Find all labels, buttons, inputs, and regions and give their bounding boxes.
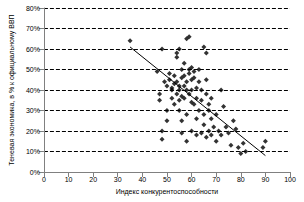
- svg-text:10: 10: [65, 176, 73, 183]
- svg-text:50%: 50%: [26, 66, 40, 73]
- svg-text:Теневая экономика, в % к офици: Теневая экономика, в % к официальному ВВ…: [8, 14, 16, 165]
- svg-text:80%: 80%: [26, 5, 40, 12]
- svg-text:80: 80: [237, 176, 245, 183]
- svg-text:50: 50: [163, 176, 171, 183]
- svg-text:60: 60: [188, 176, 196, 183]
- svg-text:70%: 70%: [26, 25, 40, 32]
- svg-text:20%: 20%: [26, 128, 40, 135]
- svg-text:20: 20: [89, 176, 97, 183]
- svg-text:10%: 10%: [26, 148, 40, 155]
- svg-text:90: 90: [261, 176, 269, 183]
- svg-text:40%: 40%: [26, 87, 40, 94]
- svg-text:30%: 30%: [26, 107, 40, 114]
- svg-text:30: 30: [114, 176, 122, 183]
- svg-text:0: 0: [42, 176, 46, 183]
- svg-text:70: 70: [212, 176, 220, 183]
- svg-text:0%: 0%: [30, 169, 40, 176]
- svg-text:100: 100: [284, 176, 296, 183]
- svg-text:60%: 60%: [26, 46, 40, 53]
- svg-text:40: 40: [138, 176, 146, 183]
- svg-text:Индекс конкурентоспособности: Индекс конкурентоспособности: [116, 188, 219, 196]
